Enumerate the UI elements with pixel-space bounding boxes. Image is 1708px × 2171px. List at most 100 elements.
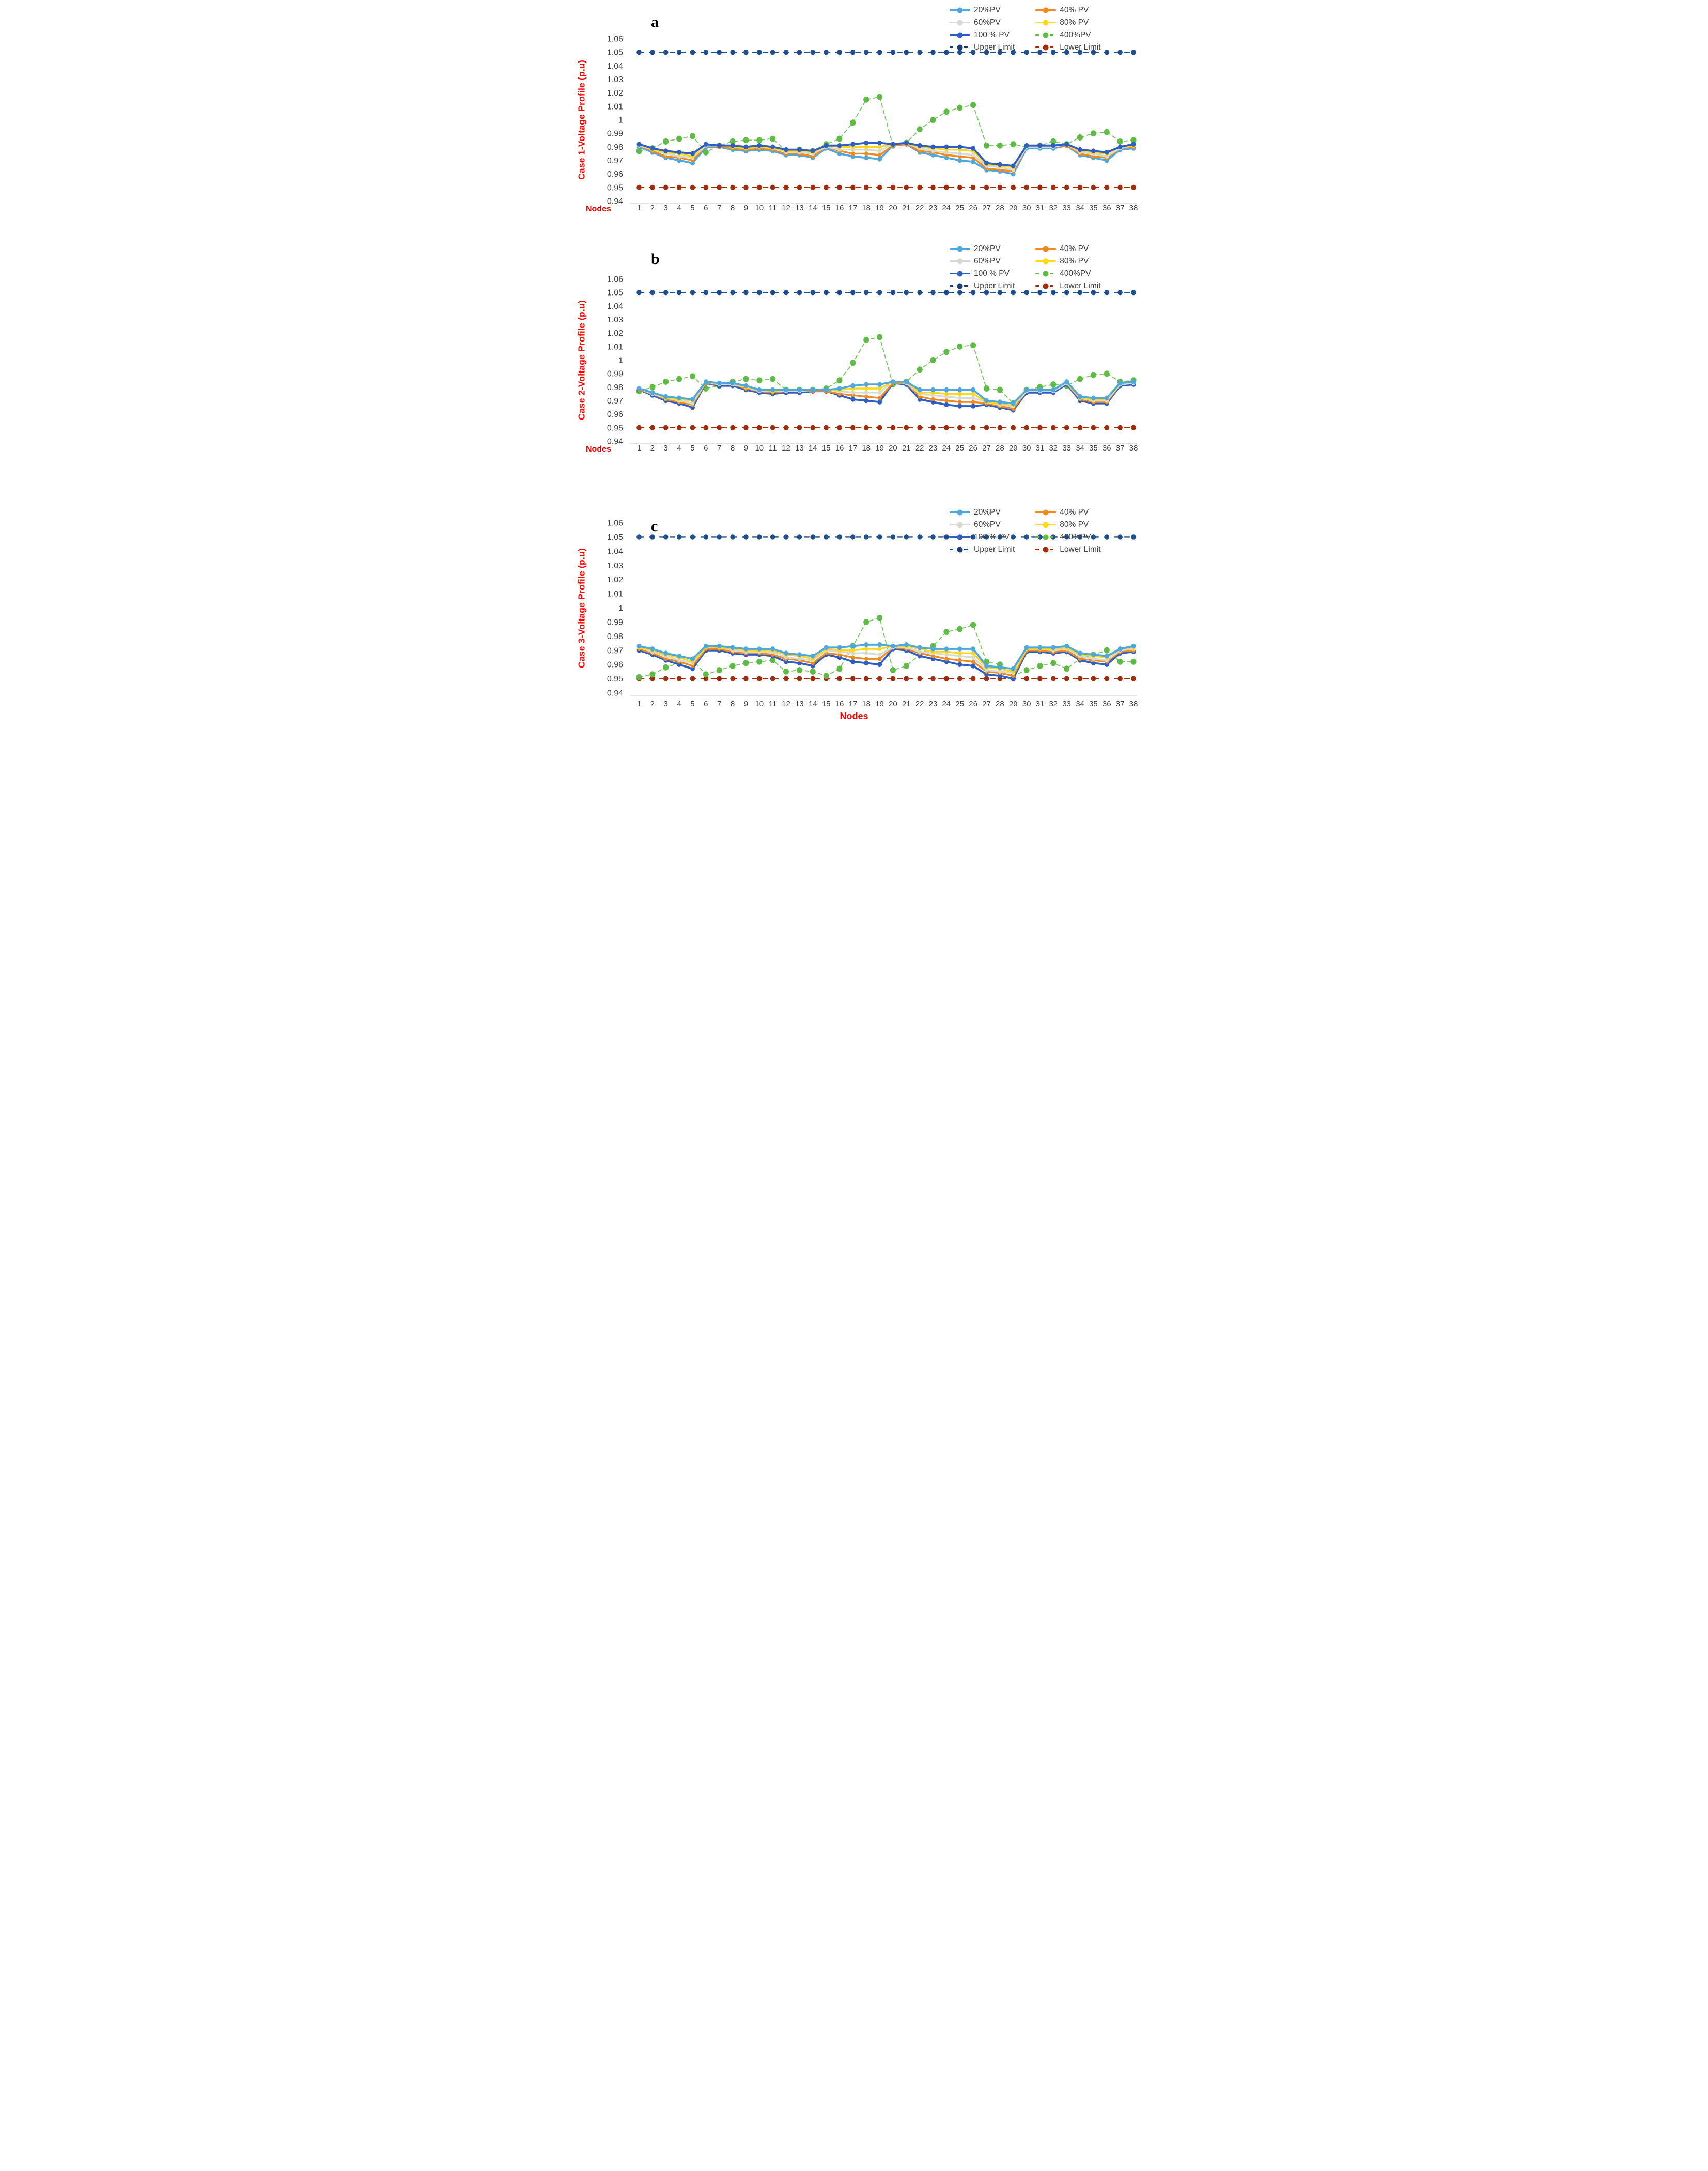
x-tick-label: 6 (704, 700, 708, 708)
x-tick-label: 13 (795, 444, 804, 453)
y-tick-label: 1.04 (607, 547, 623, 556)
legend-label: 20%PV (974, 244, 1001, 253)
x-tick-label: 19 (875, 204, 884, 212)
x-tick-label: 23 (929, 204, 938, 212)
x-tick-label: 22 (915, 204, 924, 212)
legend-label: 60%PV (974, 18, 1001, 27)
series-40pv-marker-icon (1035, 7, 1057, 14)
x-tick-label: 9 (744, 444, 748, 453)
x-tick-label: 4 (677, 700, 681, 708)
legend-item-series-400pv: 400%PV (1035, 532, 1100, 542)
x-tick-label: 32 (1049, 204, 1058, 212)
series-20pv-marker-icon (950, 245, 970, 253)
legend-label: 400%PV (1060, 269, 1091, 278)
x-tick-label: 7 (717, 204, 721, 212)
x-tick-label: 7 (717, 700, 721, 708)
x-tick-label: 11 (769, 700, 777, 708)
x-tick-label: 2 (650, 700, 655, 708)
x-tick-label: 5 (690, 700, 694, 708)
x-tick-label: 38 (1129, 204, 1138, 212)
x-tick-label: 15 (822, 204, 831, 212)
x-tick-label: 36 (1103, 700, 1111, 708)
x-tick-label: 8 (731, 204, 735, 212)
y-tick-label: 1.01 (607, 343, 623, 351)
x-tick-label: 13 (795, 700, 804, 708)
x-tick-label: 28 (996, 700, 1004, 708)
legend-label: Lower Limit (1060, 42, 1101, 52)
legend-label: 20%PV (974, 507, 1001, 517)
y-tick-label: 0.94 (607, 438, 623, 446)
x-tick-label: 37 (1116, 700, 1125, 708)
x-tick-label: 17 (848, 204, 857, 212)
series-400-pv (636, 334, 1137, 407)
y-tick-label: 0.98 (607, 383, 623, 392)
y-tick-label: 1.02 (607, 329, 623, 338)
x-tick-label: 13 (795, 204, 804, 212)
y-tick-label: 0.94 (607, 197, 623, 206)
x-tick-label: 37 (1116, 444, 1125, 453)
y-axis-title-case2: Case 2-Voltage Profile (p.u) (576, 300, 587, 420)
y-tick-label: 1.02 (607, 576, 623, 584)
x-tick-label: 6 (704, 204, 708, 212)
x-tick-label: 8 (731, 444, 735, 453)
y-axis-title-case1: Case 1-Voltage Profile (p.u) (576, 60, 587, 180)
x-tick-label: 7 (717, 444, 721, 453)
x-tick-label: 36 (1103, 444, 1111, 453)
y-tick-label: 0.99 (607, 130, 623, 138)
x-tick-label: 33 (1062, 700, 1071, 708)
upper-limit-marker-icon (950, 546, 970, 553)
legend-label: 40% PV (1060, 507, 1089, 517)
y-tick-label: 1.05 (607, 49, 623, 57)
x-tick-label: 23 (929, 700, 938, 708)
legend-label: 60%PV (974, 256, 1001, 266)
lower-limit-marker-icon (1035, 546, 1057, 553)
x-tick-label: 10 (755, 204, 764, 212)
plot-area-b: 1.06 1.05 1.04 1.03 1.02 1.01 1 0.99 0.98 0.97 0.9… (607, 275, 1138, 453)
x-tick-label: 3 (664, 204, 668, 212)
legend-item-series-80pv: 80% PV (1035, 520, 1100, 530)
x-tick-label: 20 (889, 444, 897, 453)
legend-label: Upper Limit (974, 42, 1015, 52)
legend-item-series-100pv: 100 % PV (950, 30, 1015, 40)
x-tick-label: 4 (677, 444, 681, 453)
x-tick-label: 6 (704, 444, 708, 453)
y-tick-label: 0.98 (607, 143, 623, 152)
y-tick-label: 1.05 (607, 533, 623, 542)
x-tick-label: 10 (755, 444, 764, 453)
x-tick-label: 10 (755, 700, 764, 708)
series-40pv-marker-icon (1035, 245, 1057, 253)
y-tick-label: 0.97 (607, 397, 623, 406)
series-20pv-marker-icon (950, 509, 970, 516)
series-80pv-marker-icon (1035, 521, 1057, 529)
x-tick-label: 5 (690, 204, 694, 212)
legend-item-lower-limit: Lower Limit (1035, 42, 1101, 52)
y-tick-label: 0.97 (607, 157, 623, 165)
x-tick-label: 23 (929, 444, 938, 453)
x-tick-label: 29 (1009, 204, 1018, 212)
x-tick-label: 15 (822, 444, 831, 453)
legend-item-lower-limit: Lower Limit (1035, 281, 1101, 291)
legend-a: 20%PV 60%PV 100 % PV Upper Limit 40% PV 80% P… (950, 5, 1101, 52)
legend-label: 40% PV (1060, 244, 1089, 253)
x-tick-label: 9 (744, 700, 748, 708)
y-tick-label: 1.03 (607, 75, 623, 84)
legend-item-series-60pv: 60%PV (950, 520, 1015, 530)
x-tick-label: 34 (1076, 444, 1084, 453)
x-tick-label: 26 (969, 700, 977, 708)
y-tick-label: 1 (618, 116, 623, 125)
legend-label: 100 % PV (974, 30, 1010, 39)
series-upper-limit (636, 534, 1136, 540)
x-tick-label: 22 (915, 444, 924, 453)
legend-label: 20%PV (974, 5, 1001, 14)
series-60pv-marker-icon (950, 19, 970, 26)
y-tick-label: 0.95 (607, 675, 623, 684)
x-tick-label: 35 (1089, 700, 1098, 708)
x-tick-label: 1 (637, 700, 641, 708)
x-tick-label: 27 (982, 700, 991, 708)
series-400pv-marker-icon (1035, 270, 1057, 277)
legend-item-series-400pv: 400%PV (1035, 30, 1100, 40)
x-tick-label: 16 (835, 204, 844, 212)
x-tick-label: 21 (902, 444, 911, 453)
chart-panel-b: b Case 2-Voltage Profile (p.u) Nodes 20%… (569, 241, 1139, 483)
series-400pv-marker-icon (1035, 534, 1057, 541)
